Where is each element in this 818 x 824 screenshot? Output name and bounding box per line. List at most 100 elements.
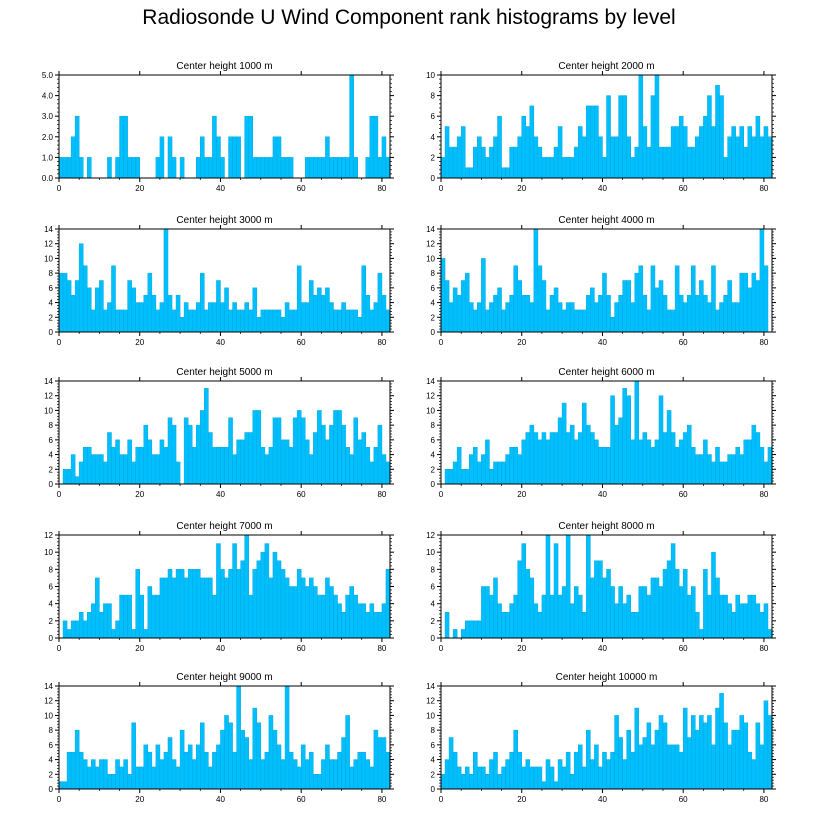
- histogram-bar: [557, 302, 563, 333]
- x-tick-label: 40: [598, 795, 607, 804]
- y-tick-label: 2: [431, 313, 436, 322]
- histogram-bar: [674, 265, 680, 333]
- histogram-bar: [373, 446, 379, 485]
- histogram-bar: [337, 157, 342, 179]
- histogram-bar: [501, 309, 506, 333]
- x-tick-label: 0: [439, 644, 444, 653]
- histogram-bar: [87, 766, 92, 790]
- histogram-bar: [232, 751, 237, 790]
- panel-title: Center height 5000 m: [176, 367, 272, 378]
- x-tick-label: 20: [135, 184, 144, 193]
- histogram-bar: [272, 136, 278, 179]
- histogram-bar: [381, 737, 387, 790]
- histogram-bar: [763, 603, 769, 639]
- histogram-bar: [163, 751, 169, 790]
- histogram-bar: [224, 287, 229, 333]
- histogram-bar: [634, 707, 640, 790]
- histogram-bar: [349, 454, 354, 485]
- histogram-bar: [135, 569, 140, 639]
- histogram-bar: [70, 454, 76, 485]
- histogram-bar: [759, 136, 765, 179]
- histogram-bar: [260, 309, 266, 333]
- histogram-bar: [183, 302, 189, 333]
- histogram-bar: [341, 424, 346, 485]
- histogram-bar: [711, 551, 716, 639]
- histogram-bar: [711, 461, 716, 485]
- histogram-bar: [485, 774, 490, 790]
- histogram-bar: [561, 309, 567, 333]
- y-tick-label: 4: [431, 600, 436, 609]
- histogram-bar: [167, 737, 173, 790]
- y-tick-label: 6: [49, 741, 54, 750]
- y-tick-label: 12: [426, 392, 435, 401]
- histogram-bar: [296, 265, 302, 333]
- x-tick-label: 80: [377, 338, 386, 347]
- main-title: Radiosonde U Wind Component rank histogr…: [142, 6, 676, 29]
- histogram-bar: [341, 737, 346, 790]
- histogram-bar: [163, 446, 169, 485]
- plot-frame: [58, 380, 391, 485]
- histogram-bar: [469, 302, 474, 333]
- histogram-bar: [735, 729, 740, 790]
- histogram-bar: [62, 620, 68, 639]
- histogram-bar: [131, 157, 136, 179]
- histogram-bar: [517, 560, 522, 639]
- histogram-bar: [723, 594, 728, 639]
- histogram-bar: [473, 146, 478, 179]
- histogram-bar: [440, 258, 446, 333]
- histogram-bar: [513, 146, 518, 179]
- histogram-bar: [313, 294, 318, 333]
- histogram-bar: [321, 594, 326, 639]
- histogram-bar: [345, 157, 350, 179]
- histogram-bar: [304, 439, 310, 485]
- histogram-bar: [333, 157, 338, 179]
- y-tick-label: 2: [49, 617, 54, 626]
- histogram-bar: [119, 454, 124, 485]
- histogram-bar: [666, 146, 672, 179]
- histogram-bar: [179, 317, 185, 333]
- y-tick-label: 0: [49, 785, 54, 794]
- histogram-bar: [654, 439, 660, 485]
- histogram-bar: [147, 586, 153, 639]
- histogram-bar: [509, 294, 514, 333]
- histogram-bar: [300, 744, 306, 790]
- histogram-bar: [521, 294, 527, 333]
- y-tick-label: 14: [44, 377, 53, 386]
- x-tick-label: 0: [57, 795, 62, 804]
- histogram-bar: [569, 603, 575, 639]
- histogram-bar: [155, 454, 161, 485]
- histogram-bar: [66, 629, 72, 639]
- histogram-bar: [715, 446, 720, 485]
- histogram-bar: [646, 309, 652, 333]
- histogram-bar: [159, 577, 165, 639]
- histogram-bar: [248, 309, 254, 333]
- histogram-bar: [743, 439, 749, 485]
- histogram-bar: [272, 417, 278, 485]
- histogram-bar: [638, 744, 644, 790]
- y-tick-label: 10: [426, 254, 435, 263]
- y-tick-label: 8: [431, 421, 436, 430]
- histogram-bar: [369, 115, 375, 179]
- histogram-bar: [70, 136, 76, 179]
- histogram-bar: [678, 115, 684, 179]
- histogram-bar: [719, 594, 724, 639]
- histogram-bar: [191, 446, 197, 485]
- histogram-bar: [497, 115, 502, 179]
- histogram-bar: [573, 439, 579, 485]
- histogram-bar: [545, 309, 551, 333]
- histogram-bar: [296, 410, 302, 485]
- histogram-bar: [602, 446, 607, 485]
- histogram-bar: [703, 569, 708, 639]
- x-tick-label: 0: [439, 795, 444, 804]
- histogram-bar: [606, 95, 611, 179]
- histogram-bar: [674, 569, 680, 639]
- x-tick-label: 60: [679, 644, 688, 653]
- histogram-bar: [300, 577, 306, 639]
- x-tick-label: 20: [135, 644, 144, 653]
- histogram-bar: [74, 729, 80, 790]
- histogram-bar: [260, 551, 266, 639]
- histogram-bar: [377, 424, 383, 485]
- histogram-bar: [171, 157, 177, 179]
- histogram-bar: [650, 265, 656, 333]
- histogram-bar: [719, 302, 724, 333]
